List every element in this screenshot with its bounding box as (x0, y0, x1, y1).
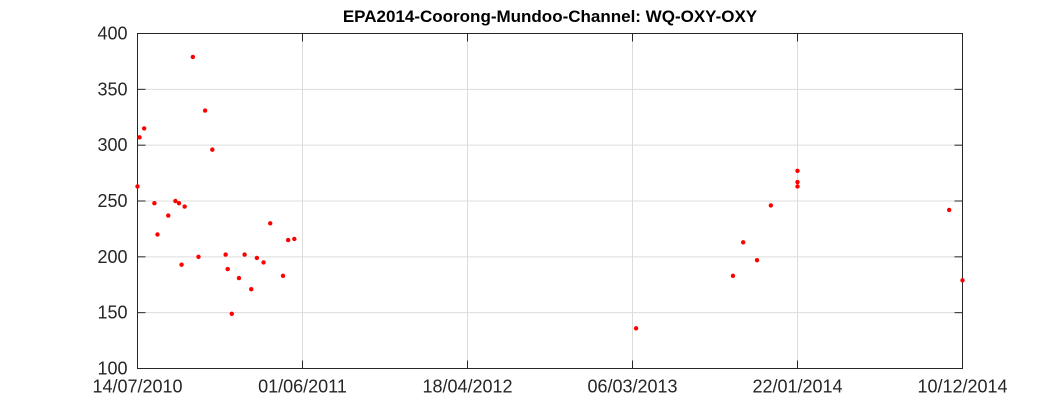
y-tick-label: 100 (97, 359, 127, 379)
chart-title: EPA2014-Coorong-Mundoo-Channel: WQ-OXY-O… (343, 7, 758, 26)
data-point (155, 232, 160, 237)
data-point (292, 236, 297, 242)
data-point (280, 273, 286, 279)
data-point (242, 252, 247, 257)
data-point (960, 278, 965, 283)
data-point (633, 326, 639, 331)
data-point (261, 260, 266, 265)
data-point (202, 108, 208, 113)
data-point (223, 252, 228, 257)
y-tick-label: 200 (97, 247, 127, 267)
data-point (795, 179, 800, 185)
data-point (190, 54, 196, 60)
data-point (740, 240, 746, 245)
data-point (176, 201, 182, 206)
data-point (173, 198, 178, 204)
x-tick-label: 18/04/2012 (422, 377, 512, 397)
data-point (229, 311, 234, 316)
x-tick-label: 22/01/2014 (752, 377, 842, 397)
data-point (196, 254, 201, 260)
y-tick-label: 250 (97, 191, 127, 211)
y-tick-label: 350 (97, 79, 127, 99)
x-tick-label: 06/03/2013 (587, 377, 677, 397)
data-point (249, 287, 254, 292)
data-point (730, 273, 736, 279)
y-tick-label: 400 (97, 24, 127, 44)
tick-layer: 100 150 200 250 300 350 400 14/07/2010 01/06/201… (92, 24, 1007, 397)
y-tick-label: 150 (97, 303, 127, 323)
data-point (225, 266, 230, 272)
data-point (179, 262, 184, 267)
data-point (285, 237, 291, 243)
data-point (152, 201, 157, 206)
data-point (795, 184, 800, 189)
data-point (135, 184, 140, 189)
data-point (166, 213, 171, 218)
data-point (137, 135, 142, 140)
data-point (268, 221, 273, 226)
data-point (210, 147, 215, 152)
data-point (236, 275, 242, 281)
data-point (254, 255, 260, 261)
data-point (182, 204, 187, 209)
data-point (768, 203, 774, 208)
x-tick-label: 14/07/2010 (92, 377, 182, 397)
x-tick-label: 01/06/2011 (258, 377, 347, 397)
data-point (946, 207, 952, 213)
data-point (795, 168, 800, 174)
y-tick-label: 300 (97, 135, 127, 155)
data-point (141, 126, 147, 131)
grid-layer (137, 33, 963, 369)
data-points (135, 54, 965, 331)
data-point (754, 257, 760, 263)
x-tick-label: 10/12/2014 (917, 377, 1007, 397)
